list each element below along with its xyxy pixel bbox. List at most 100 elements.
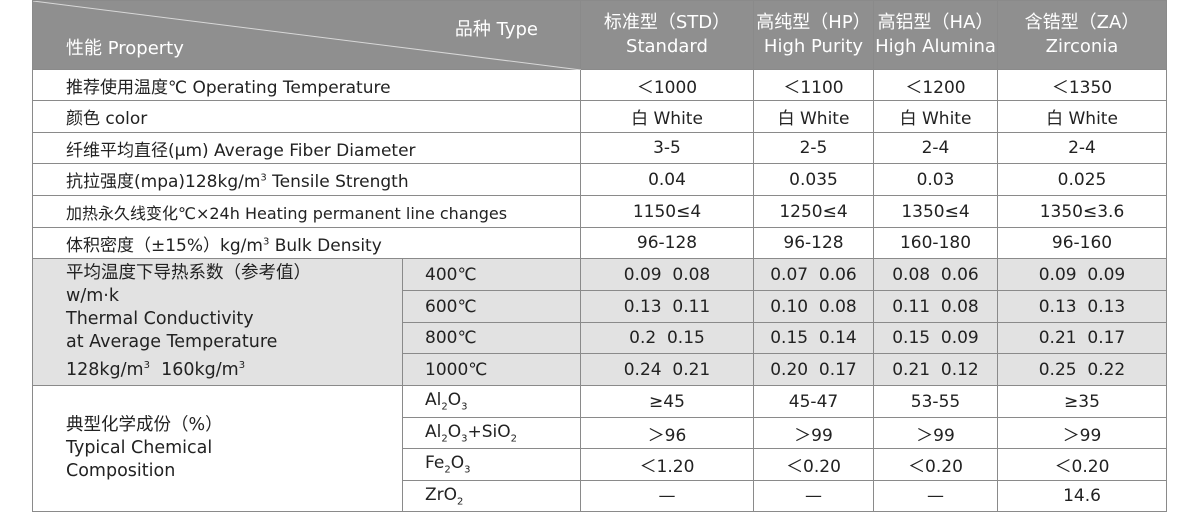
label-line: Thermal Conductivity [66, 309, 254, 330]
value-cell: ＞99 [873, 417, 998, 449]
column-header-en: Standard [626, 36, 708, 57]
table-row: 800℃ 0.2 0.15 0.15 0.14 0.15 0.09 0.21 0… [33, 322, 1167, 354]
value-cell: 96-128 [580, 227, 754, 259]
formula-text: Al [425, 421, 442, 442]
formula-text: O [447, 421, 462, 442]
value-cell: 3-5 [580, 132, 754, 164]
table-row: Fe2O3 ＜1.20 ＜0.20 ＜0.20 ＜0.20 [33, 448, 1167, 481]
value-cell: ＜1100 [753, 69, 874, 101]
value-cell: 白 White [753, 100, 874, 133]
value-cell: 1350≤3.6 [997, 195, 1167, 228]
value-cell: 45-47 [753, 385, 874, 418]
table-row: 颜色 color 白 White 白 White 白 White 白 White [32, 100, 1167, 133]
label-text: 128kg/m [66, 359, 144, 380]
property-name: 推荐使用温度℃ Operating Temperature [32, 69, 581, 101]
value-cell: 1150≤4 [580, 195, 754, 228]
value-cell: 0.15 0.09 [873, 322, 998, 354]
formula-text: Fe [425, 453, 445, 474]
table-row: 抗拉强度(mpa)128kg/m3 Tensile Strength 0.04 … [32, 163, 1167, 196]
value-cell: ＞99 [997, 417, 1167, 449]
chemical-composition-label: 典型化学成份（%） Typical Chemical Composition [32, 385, 403, 512]
value-cell: 0.21 0.12 [873, 353, 998, 386]
value-cell: 14.6 [997, 480, 1167, 512]
label-line: at Average Temperature [66, 332, 278, 353]
superscript: 3 [238, 360, 246, 372]
thermal-conductivity-label: 平均温度下导热系数（参考值） w/m·k Thermal Conductivit… [32, 258, 403, 386]
value-cell: — [753, 480, 874, 512]
table-row: 平均温度下导热系数（参考值） w/m·k Thermal Conductivit… [32, 258, 1167, 386]
value-cell: 96-160 [997, 227, 1167, 259]
value-cell: — [580, 480, 754, 512]
value-cell: 2-5 [753, 132, 874, 164]
label-text: 160kg/m [149, 359, 239, 380]
formula-text: ZrO [425, 484, 458, 505]
value-cell: 白 White [873, 100, 998, 133]
value-cell: 0.25 0.22 [997, 353, 1167, 386]
temperature-cell: 800℃ [402, 322, 581, 354]
column-header-hp: 高纯型（HP） High Purity [753, 0, 874, 70]
value-cell: 0.2 0.15 [580, 322, 754, 354]
value-cell: 96-128 [753, 227, 874, 259]
table-row: 加热永久线变化℃×24h Heating permanent line chan… [32, 195, 1167, 228]
value-cell: ≥35 [997, 385, 1167, 418]
diagonal-line [33, 1, 581, 70]
value-cell: 0.03 [873, 163, 998, 196]
value-cell: ＜1350 [997, 69, 1167, 101]
value-cell: 0.21 0.17 [997, 322, 1167, 354]
value-cell: 0.07 0.06 [753, 258, 874, 291]
column-header-en: High Alumina [875, 36, 996, 57]
table-row: 典型化学成份（%） Typical Chemical Composition A… [32, 385, 1167, 512]
table-row: ZrO2 — — — 14.6 [33, 480, 1167, 512]
property-text: 体积密度（±15%）kg/m [66, 235, 263, 256]
value-cell: 1350≤4 [873, 195, 998, 228]
column-header-zh: 高纯型（HP） [756, 12, 871, 33]
component-cell: Fe2O3 [402, 448, 581, 481]
value-cell: ＜0.20 [753, 448, 874, 481]
superscript: 3 [262, 235, 270, 247]
property-text: Tensile Strength [266, 172, 409, 192]
property-name: 颜色 color [32, 100, 581, 133]
table-row: 体积密度（±15%）kg/m3 Bulk Density 96-128 96-1… [32, 227, 1167, 259]
formula-text: O [447, 390, 462, 411]
value-cell: 0.20 0.17 [753, 353, 874, 386]
temperature-cell: 600℃ [402, 290, 581, 323]
spec-table-container: 品种 Type 性能 Property 标准型（STD） Standard 高纯… [32, 0, 1167, 512]
value-cell: ＜0.20 [997, 448, 1167, 481]
column-header-std: 标准型（STD） Standard [580, 0, 754, 70]
value-cell: 白 White [997, 100, 1167, 133]
subscript: 2 [510, 433, 518, 445]
value-cell: 160-180 [873, 227, 998, 259]
formula-text: +SiO [467, 421, 511, 442]
value-cell: 2-4 [873, 132, 998, 164]
superscript: 3 [143, 360, 150, 372]
value-cell: 0.04 [580, 163, 754, 196]
superscript: 3 [260, 172, 267, 184]
value-cell: ＞99 [753, 417, 874, 449]
subscript: 3 [461, 401, 468, 413]
label-line: 典型化学成份（%） [66, 415, 223, 435]
label-line: w/m·k [66, 286, 119, 307]
label-line: Composition [66, 461, 176, 481]
value-cell: 0.09 0.09 [997, 258, 1167, 291]
value-cell: 1250≤4 [753, 195, 874, 228]
property-text: Bulk Density [269, 235, 382, 256]
value-cell: ＜1200 [873, 69, 998, 101]
value-cell: 0.24 0.21 [580, 353, 754, 386]
value-cell: 0.09 0.08 [580, 258, 754, 291]
column-header-ha: 高铝型（HA） High Alumina [873, 0, 998, 70]
column-header-zh: 含锆型（ZA） [1024, 12, 1140, 33]
property-name: 加热永久线变化℃×24h Heating permanent line chan… [32, 195, 581, 228]
column-header-za: 含锆型（ZA） Zirconia [997, 0, 1167, 70]
value-cell: 0.11 0.08 [873, 290, 998, 323]
value-cell: ＜1000 [580, 69, 754, 101]
subscript: 3 [461, 433, 468, 445]
table-row: 推荐使用温度℃ Operating Temperature ＜1000 ＜110… [32, 69, 1167, 101]
property-label: 性能 Property [66, 38, 184, 59]
column-header-zh: 高铝型（HA） [877, 12, 994, 33]
value-cell: 0.13 0.11 [580, 290, 754, 323]
property-name: 体积密度（±15%）kg/m3 Bulk Density [32, 227, 581, 259]
label-line: 128kg/m3 160kg/m3 [66, 354, 402, 382]
value-cell: ＜1.20 [580, 448, 754, 481]
value-cell: ≥45 [580, 385, 754, 418]
value-cell: 0.15 0.14 [753, 322, 874, 354]
